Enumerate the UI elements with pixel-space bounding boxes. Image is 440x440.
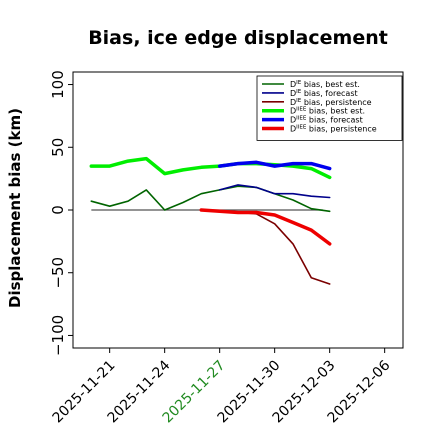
y-axis-label: Displacement bias (km) <box>6 108 24 308</box>
series-line-2 <box>218 184 331 199</box>
y-tick-label: 50 <box>49 138 67 157</box>
legend-label-3: DIE bias, persistence <box>290 98 372 107</box>
legend-label-1: DIE bias, best est. <box>290 80 360 89</box>
legend-label-4: DIIEE bias, best est. <box>290 107 365 116</box>
series-line-5 <box>217 160 332 171</box>
legend-label-5: DIIEE bias, forecast <box>290 116 363 125</box>
series-line-1 <box>90 185 331 213</box>
chart-title: Bias, ice edge displacement <box>88 27 388 49</box>
series-line-6 <box>199 208 332 246</box>
y-tick-label: −50 <box>49 257 67 289</box>
series-line-3 <box>200 209 331 285</box>
legend-label-6: DIIEE bias, persistence <box>290 125 377 134</box>
legend: DIE bias, best est.DIE bias, forecastDIE… <box>256 75 403 141</box>
legend-label-2: DIE bias, forecast <box>290 89 358 98</box>
y-tick-label: 100 <box>49 70 67 99</box>
y-tick-label: −100 <box>49 315 67 356</box>
series-line-4 <box>89 156 332 180</box>
y-tick-label: 0 <box>49 205 67 215</box>
